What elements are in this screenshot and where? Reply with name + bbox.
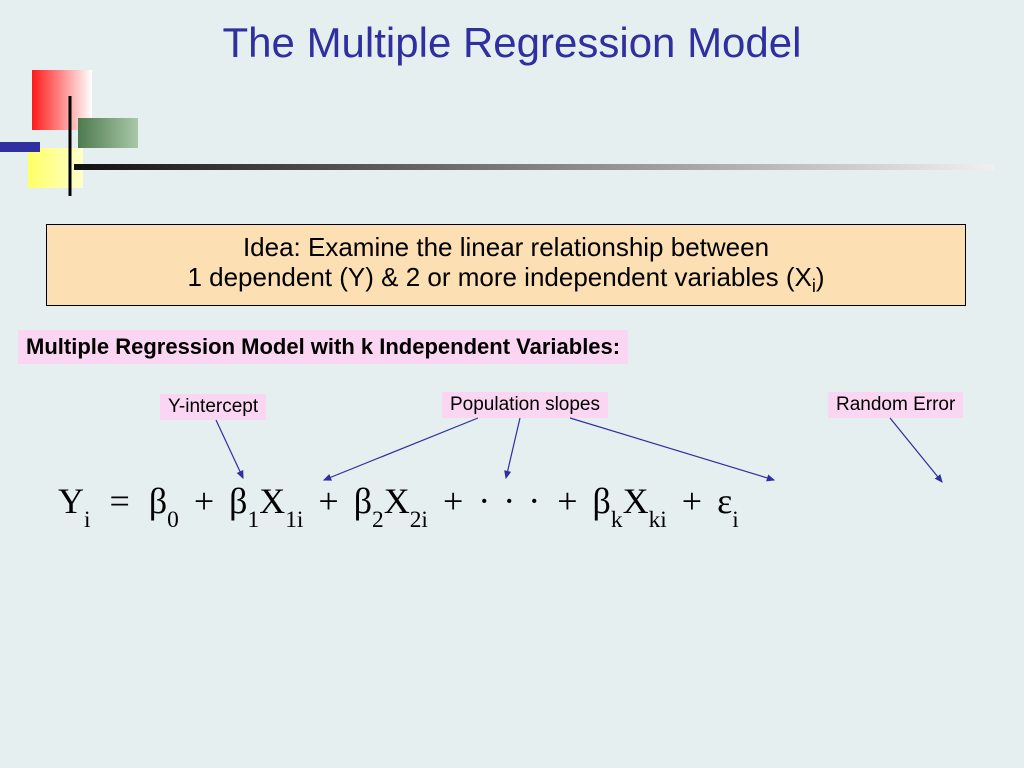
label-y-intercept: Y-intercept: [160, 394, 266, 420]
idea-box: Idea: Examine the linear relationship be…: [46, 224, 966, 306]
idea-line2b: ): [816, 262, 825, 292]
slide-title: The Multiple Regression Model: [0, 20, 1024, 66]
label-random-error: Random Error: [828, 392, 963, 418]
regression-equation: Yi = β0 + β1X1i + β2X2i + · · · + βkXki …: [58, 480, 998, 528]
corner-decoration: [0, 70, 200, 210]
idea-line1: Idea: Examine the linear relationship be…: [243, 232, 769, 262]
subtitle: Multiple Regression Model with k Indepen…: [18, 330, 628, 364]
title-divider: [74, 164, 994, 170]
label-population-slopes: Population slopes: [442, 392, 608, 418]
idea-line2a: 1 dependent (Y) & 2 or more independent …: [187, 262, 811, 292]
